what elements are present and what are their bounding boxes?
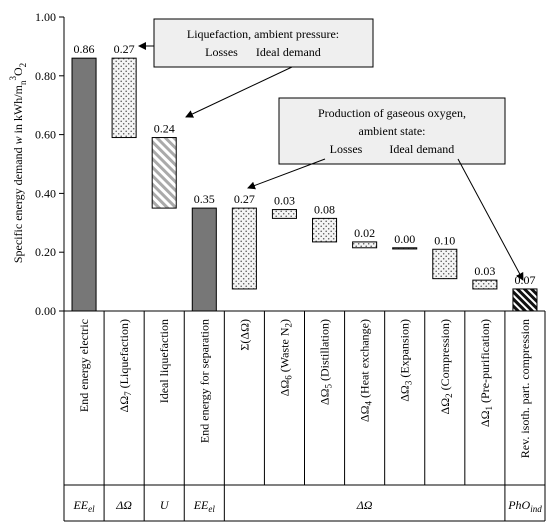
bar-9 (432, 248, 458, 280)
category-label-1: ΔΩ7 (Liquefaction) (117, 319, 133, 412)
annotation-oxygen-line2: ambient state: (359, 124, 426, 138)
category-label-8: ΔΩ3 (Expansion) (398, 319, 414, 402)
y-tick-label-0: 0.00 (35, 304, 56, 318)
y-tick-label-1: 0.20 (35, 245, 56, 259)
bar-6 (312, 217, 338, 243)
bar-3 (191, 207, 217, 312)
y-axis-ticks: 0.00 0.20 0.40 0.60 0.80 1.00 (35, 10, 64, 318)
value-label-5: 0.03 (274, 194, 295, 208)
y-tick-label-5: 1.00 (35, 10, 56, 24)
bars (71, 57, 538, 312)
group-label-2: U (160, 498, 170, 512)
bar-8 (392, 247, 418, 250)
value-label-8: 0.00 (394, 232, 415, 246)
group-labels: EEel ΔΩ U EEel ΔΩ PhOind (72, 498, 542, 514)
group-label-4: ΔΩ (356, 498, 373, 512)
annotation-oxygen-box (278, 97, 506, 165)
category-label-4: Σ(ΔΩ) (237, 319, 251, 351)
y-tick-label-3: 0.60 (35, 128, 56, 142)
bar-1 (111, 57, 137, 139)
bar-10 (472, 279, 498, 290)
annotation-oxygen-line1: Production of gaseous oxygen, (318, 106, 466, 120)
y-tick-label-2: 0.40 (35, 186, 56, 200)
bar-11 (512, 288, 538, 312)
bar-5 (271, 209, 297, 219)
annotation-oxygen-line3: Losses Ideal demand (330, 142, 455, 156)
y-axis-label: Specific energy demand w in kWh/mn3O2 (8, 63, 28, 263)
value-labels: 0.86 0.27 0.24 0.35 0.27 0.03 0.08 0.02 0.00 0.10… (74, 42, 536, 287)
bar-7 (352, 241, 378, 249)
category-label-3: End energy for separation (197, 319, 211, 443)
value-label-2: 0.24 (154, 122, 175, 136)
value-label-3: 0.35 (194, 192, 215, 206)
annotation-liquefaction-box (153, 18, 374, 68)
y-tick-label-4: 0.80 (35, 69, 56, 83)
annotation-liquefaction: Liquefaction, ambient pressure: Losses I… (138, 18, 374, 118)
category-label-2: Ideal liquefaction (157, 319, 171, 403)
bar-4 (231, 207, 257, 290)
category-label-0: End energy electric (77, 319, 91, 412)
category-labels: End energy electric ΔΩ7 (Liquefaction) Ide… (77, 319, 532, 458)
annotation-oxygen-arrow-ideal (457, 158, 524, 281)
group-label-5: PhOind (507, 498, 542, 514)
category-label-6: ΔΩ5 (Distillation) (318, 319, 334, 405)
annotation-liquefaction-line1: Liquefaction, ambient pressure: (187, 27, 339, 41)
annotation-liquefaction-arrow-ideal (185, 66, 293, 118)
value-label-10: 0.03 (474, 264, 495, 278)
annotation-liquefaction-line2: Losses Ideal demand (205, 45, 321, 59)
value-label-11: 0.07 (514, 273, 535, 287)
bar-2 (151, 137, 177, 209)
value-label-4: 0.27 (234, 192, 255, 206)
value-label-0: 0.86 (74, 42, 95, 56)
category-label-10: ΔΩ1 (Pre-purification) (478, 319, 494, 427)
value-label-7: 0.02 (354, 226, 375, 240)
axis-frame (63, 17, 546, 522)
group-label-1: ΔΩ (115, 498, 132, 512)
value-label-9: 0.10 (434, 233, 455, 247)
annotation-oxygen: Production of gaseous oxygen, ambient st… (247, 97, 524, 281)
group-label-0: EEel (72, 498, 95, 514)
category-label-5: ΔΩ6 (Waste N2) (277, 319, 293, 396)
bar-0 (71, 57, 97, 312)
group-label-3: EEel (193, 498, 216, 514)
category-label-9: ΔΩ2 (Compression) (438, 319, 454, 414)
category-label-11: Rev. isoth. part. compression (518, 319, 532, 458)
category-label-7: ΔΩ4 (Heat exchange) (358, 319, 374, 422)
value-label-6: 0.08 (314, 202, 335, 216)
annotation-oxygen-arrow-losses (247, 158, 326, 190)
value-label-1: 0.27 (114, 42, 135, 56)
